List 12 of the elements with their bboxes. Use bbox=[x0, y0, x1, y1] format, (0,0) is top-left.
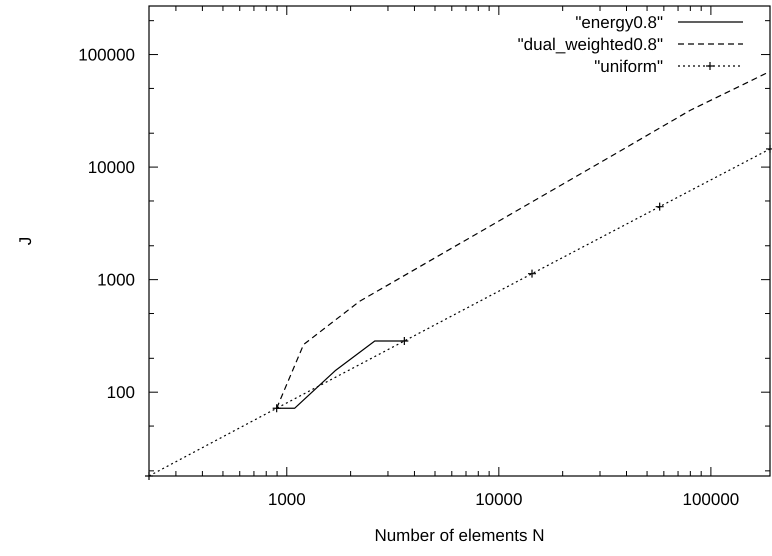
x-tick-label: 1000 bbox=[268, 490, 306, 509]
x-tick-label: 100000 bbox=[682, 490, 740, 509]
y-tick-label: 100 bbox=[106, 383, 135, 402]
y-axis-title: J bbox=[16, 236, 35, 246]
y-tick-label: 10000 bbox=[88, 158, 135, 178]
legend-label: "energy0.8" bbox=[575, 13, 663, 32]
y-tick-label: 1000 bbox=[97, 270, 135, 290]
legend-label: "dual_weighted0.8" bbox=[518, 35, 663, 54]
legend-label: "uniform" bbox=[594, 57, 663, 76]
x-axis-title: Number of elements N bbox=[374, 526, 545, 545]
x-tick-label: 10000 bbox=[475, 490, 522, 509]
y-tick-label: 100000 bbox=[78, 46, 135, 65]
